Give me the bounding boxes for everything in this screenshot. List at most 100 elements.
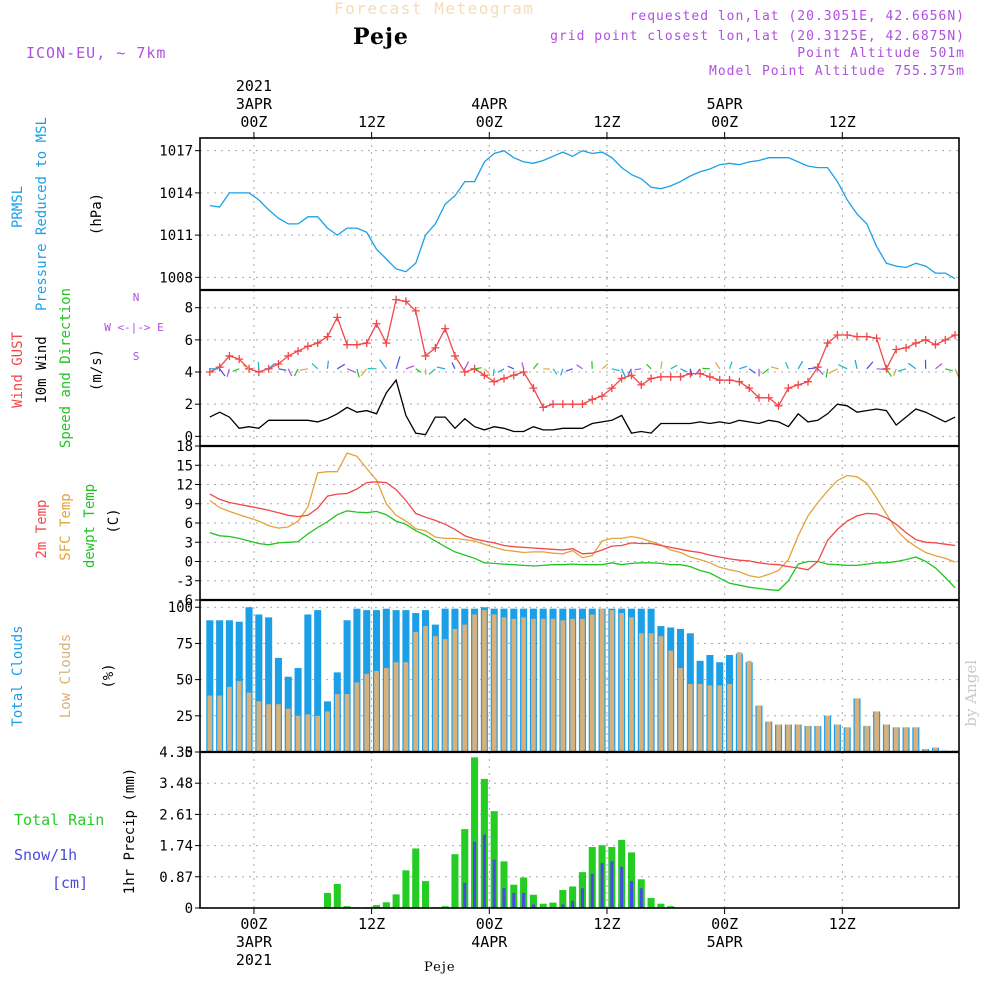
y-tick-label: 4.35 — [159, 745, 193, 761]
y-tick-label: 1017 — [159, 144, 193, 160]
total-cloud-bar — [343, 620, 351, 752]
rain-bar — [412, 848, 420, 908]
low-cloud-bar — [560, 620, 566, 752]
y-tick-label: 2 — [185, 397, 193, 413]
y-tick-label: 2.61 — [159, 807, 193, 823]
gust-marker — [382, 339, 391, 348]
low-cloud-bar — [766, 721, 772, 752]
gust-marker — [235, 355, 244, 364]
low-cloud-bar — [913, 727, 919, 752]
rain-bar — [657, 903, 665, 908]
rain-bar — [627, 852, 636, 908]
low-cloud-bar — [884, 724, 889, 752]
wind-direction-arrow — [660, 361, 663, 369]
time-label-top: 12Z — [829, 113, 856, 131]
wind-direction-arrow — [866, 361, 874, 370]
snow-unit-label: [cm] — [52, 874, 88, 892]
pressure-line — [209, 149, 956, 280]
gust-marker — [333, 313, 342, 322]
wind-direction-arrow — [360, 368, 368, 377]
total-cloud-bar — [294, 668, 302, 752]
wind-direction-arrow — [611, 368, 620, 372]
wind-direction-arrow — [497, 368, 505, 373]
wind-direction-arrow — [785, 361, 789, 370]
total-cloud-bar — [314, 610, 322, 752]
wind-direction-arrow — [560, 368, 564, 376]
snow-bar — [561, 904, 565, 908]
wind-direction-arrow — [680, 368, 688, 373]
wind-direction-arrow — [670, 364, 678, 370]
low-clouds-label: Low Clouds — [58, 634, 74, 718]
low-cloud-bar — [648, 633, 654, 752]
wind-direction-arrow — [694, 368, 701, 376]
low-cloud-bar — [256, 701, 262, 752]
wind-direction-arrow — [807, 367, 816, 370]
wind-speed-line — [209, 378, 956, 436]
rain-bar — [549, 902, 557, 908]
snow-bar — [639, 888, 643, 908]
rain-bar — [422, 881, 430, 908]
gust-marker — [441, 324, 450, 333]
low-cloud-bar — [795, 724, 801, 752]
low-cloud-bar — [276, 704, 281, 752]
wind-direction-arrow — [893, 368, 897, 376]
snow-bar — [463, 882, 467, 908]
sfc-temp-line — [209, 452, 956, 579]
low-cloud-bar — [570, 618, 575, 752]
wind-direction-arrow — [907, 362, 917, 370]
gust-marker — [617, 374, 626, 383]
pressure-unit: (hPa) — [89, 193, 105, 235]
model-name: ICON-EU, ~ 7km — [26, 44, 167, 62]
low-cloud-bar — [609, 610, 615, 752]
sfc-label: SFC Temp — [58, 493, 74, 560]
y-tick-label: 0 — [185, 555, 193, 571]
y-tick-label: 3 — [185, 535, 193, 551]
gust-marker — [784, 384, 793, 393]
total-cloud-bar — [255, 614, 263, 752]
rain-bar — [529, 894, 537, 908]
low-cloud-bar — [923, 749, 928, 752]
gust-marker — [794, 380, 803, 389]
snow-bar — [580, 888, 584, 908]
wind-direction-arrow — [646, 363, 652, 370]
wind-direction-arrow — [748, 368, 756, 374]
gust-marker — [264, 364, 273, 373]
low-cloud-bar — [638, 633, 644, 752]
wind-direction-arrow — [954, 368, 959, 377]
wind-direction-arrow — [293, 368, 299, 377]
pressure-label-long: Pressure Reduced to MSL — [34, 117, 50, 311]
rain-bar — [520, 877, 528, 908]
low-cloud-bar — [746, 660, 752, 752]
dewpoint-line — [209, 510, 956, 592]
low-cloud-bar — [462, 624, 468, 752]
rain-bar — [333, 883, 341, 908]
gust-marker — [519, 368, 528, 377]
precip-unit: 1hr Precip (mm) — [122, 768, 138, 894]
rain-bar — [667, 906, 675, 908]
low-cloud-bar — [472, 614, 477, 752]
wind-direction-arrow — [405, 365, 415, 370]
y-tick-label: 6 — [185, 516, 193, 532]
total-cloud-bar — [245, 607, 253, 752]
low-cloud-bar — [550, 618, 556, 752]
wind-direction-arrow — [268, 363, 275, 370]
wind-direction-arrow — [242, 364, 250, 370]
time-label-bottom: 00Z — [240, 915, 267, 933]
rain-bar — [471, 757, 479, 908]
low-cloud-bar — [325, 711, 330, 752]
wind-direction-arrow — [576, 364, 583, 370]
low-cloud-bar — [305, 714, 311, 752]
y-tick-label: 50 — [176, 673, 193, 689]
gust-marker — [352, 340, 361, 349]
gust-marker — [343, 340, 352, 349]
low-cloud-bar — [844, 727, 850, 752]
gust-marker — [509, 371, 518, 380]
y-tick-label: 1014 — [159, 186, 193, 202]
low-cloud-bar — [678, 668, 683, 752]
gust-marker — [656, 372, 665, 381]
gust-marker — [823, 339, 832, 348]
gust-marker — [294, 347, 303, 356]
gust-marker — [372, 319, 381, 328]
time-label-bottom: 3APR — [236, 933, 273, 951]
low-cloud-bar — [344, 694, 350, 752]
